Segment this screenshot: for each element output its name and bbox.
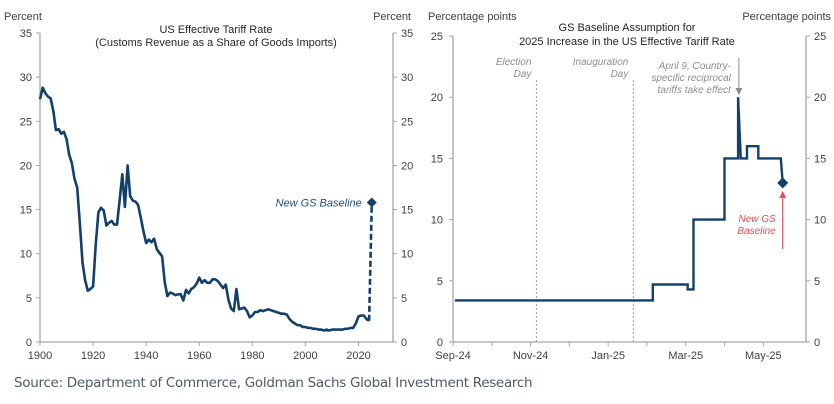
left-chart-x-tick-label: 1920	[81, 350, 105, 362]
left-chart-left-unit-label: Percent	[4, 11, 42, 23]
left-chart-y-tick-label-right: 20	[401, 160, 413, 172]
right-chart-y-tick-label-left: 10	[431, 215, 443, 227]
source-note: Source: Department of Commerce, Goldman …	[14, 375, 533, 391]
right-chart-x-tick-label: Sep-24	[435, 350, 470, 362]
left-chart-x-tick-label: 2020	[346, 350, 370, 362]
left-chart-y-tick-label-left: 10	[20, 249, 32, 261]
april-9-annotation-text: tariffs take effect	[658, 85, 733, 96]
right-chart-y-tick-label-right: 5	[814, 276, 820, 288]
left-chart-y-tick-label-left: 15	[20, 205, 32, 217]
left-chart-y-tick-label-right: 35	[401, 28, 413, 40]
right-chart-y-tick-label-right: 25	[814, 31, 826, 43]
gs-baseline-marker	[366, 197, 377, 208]
left-chart-right-unit-label: Percent	[373, 11, 411, 23]
election-day-label: Election	[496, 57, 532, 68]
gs-baseline-dashed-line	[367, 202, 374, 321]
inauguration-day-label: Inauguration	[573, 57, 629, 68]
right-chart-x-tick-label: Jan-25	[591, 350, 625, 362]
left-chart-y-tick-label-left: 0	[26, 337, 32, 349]
left-chart-y-tick-label-left: 20	[20, 160, 32, 172]
left-chart-y-tick-label-right: 15	[401, 205, 413, 217]
left-chart-y-tick-label-right: 30	[401, 72, 413, 84]
right-chart-y-tick-label-right: 10	[814, 215, 826, 227]
right-chart: Percentage points Percentage points GS B…	[428, 11, 831, 362]
left-chart-title: US Effective Tariff Rate	[159, 24, 272, 36]
gs-baseline-step-line	[454, 97, 784, 302]
left-chart-y-tick-label-left: 5	[26, 293, 32, 305]
right-chart-y-tick-label-right: 0	[814, 337, 820, 349]
left-chart-x-tick-label: 1940	[134, 350, 158, 362]
left-chart-y-tick-label-right: 0	[401, 337, 407, 349]
left-chart-y-tick-label-right: 5	[401, 293, 407, 305]
left-chart-x-tick-label: 1960	[187, 350, 211, 362]
left-chart-y-tick-label-right: 25	[401, 116, 413, 128]
new-gs-baseline-label: New GS Baseline	[276, 198, 362, 210]
inauguration-day-label: Day	[611, 69, 630, 80]
right-chart-y-tick-label-left: 0	[437, 337, 443, 349]
right-chart-right-unit-label: Percentage points	[742, 11, 831, 23]
right-chart-x-tick-label: Mar-25	[668, 350, 703, 362]
right-chart-y-tick-label-left: 20	[431, 92, 443, 104]
left-chart-x-tick-label: 1980	[240, 350, 264, 362]
right-chart-title: GS Baseline Assumption for	[559, 22, 696, 34]
left-chart-x-tick-label: 1900	[28, 350, 52, 362]
right-chart-x-tick-label: Nov-24	[513, 350, 548, 362]
right-chart-y-tick-label-left: 15	[431, 153, 443, 165]
right-chart-y-tick-label-left: 5	[437, 276, 443, 288]
april-9-annotation-text: specific reciprocal	[651, 73, 731, 84]
new-gs-baseline-red-label: New GS	[738, 214, 776, 225]
right-chart-subtitle: 2025 Increase in the US Effective Tariff…	[519, 36, 735, 48]
right-chart-y-tick-label-right: 20	[814, 92, 826, 104]
left-chart: Percent Percent US Effective Tariff Rate…	[4, 11, 413, 362]
right-chart-x-tick-label: May-25	[745, 350, 782, 362]
new-gs-baseline-red-label: Baseline	[737, 226, 776, 237]
left-chart-y-tick-label-right: 10	[401, 249, 413, 261]
right-chart-y-tick-label-right: 15	[814, 153, 826, 165]
left-chart-x-tick-label: 2000	[293, 350, 317, 362]
right-chart-y-tick-label-left: 25	[431, 31, 443, 43]
right-chart-left-unit-label: Percentage points	[428, 11, 517, 23]
new-gs-baseline-arrow-head-icon	[779, 190, 787, 198]
left-chart-y-tick-label-left: 25	[20, 116, 32, 128]
left-chart-y-tick-label-left: 30	[20, 72, 32, 84]
april-9-annotation-text: April 9, Country-	[658, 61, 732, 72]
election-day-label: Day	[514, 69, 533, 80]
left-chart-subtitle: (Customs Revenue as a Share of Goods Imp…	[95, 37, 337, 49]
tariff-rate-line	[38, 86, 370, 332]
gs-baseline-end-marker	[777, 177, 789, 189]
april-9-arrow-head-icon	[735, 88, 743, 95]
left-chart-y-tick-label-left: 35	[20, 28, 32, 40]
